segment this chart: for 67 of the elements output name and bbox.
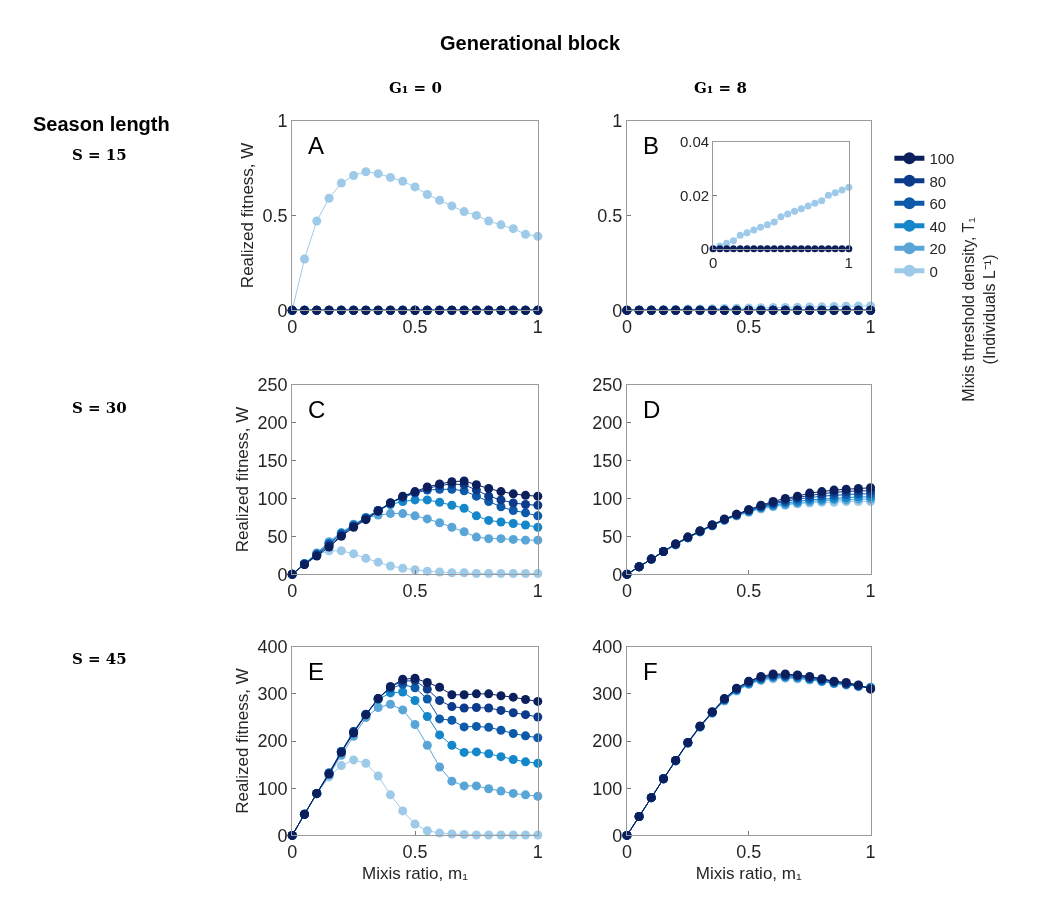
legend-label: 40	[929, 217, 947, 235]
legend-title: Mixis threshold density, T₁ (Individuals L⁻¹)	[959, 217, 998, 402]
text: S = 30	[72, 399, 127, 417]
y-tick-label: 0	[277, 300, 288, 321]
y-tick-label: 100	[592, 778, 623, 799]
y-tick-label: 0	[277, 825, 288, 846]
y-axis-title: Realized fitness, W	[238, 142, 258, 289]
x-tick-label: 1	[532, 842, 543, 863]
y-axis-title: Realized fitness, W	[233, 668, 253, 814]
y-tick-label: 0.5	[262, 205, 288, 226]
y-tick-label: 50	[602, 526, 623, 547]
y-tick-label: 150	[257, 450, 288, 471]
annotation: B	[643, 132, 660, 159]
y-tick-label: 250	[257, 374, 288, 395]
x-tick-label: 0.5	[402, 580, 428, 601]
chart-title: G₁ = 8	[694, 79, 747, 97]
annotation: E	[308, 658, 325, 685]
annotation: A	[308, 132, 325, 159]
legend-label: 60	[929, 195, 947, 213]
x-axis-title: Mixis ratio, m₁	[362, 864, 469, 884]
x-tick-label: 0.5	[402, 316, 428, 337]
y-tick-label: 0	[612, 300, 623, 321]
legend-label: 80	[929, 172, 947, 190]
y-tick-label: 0	[612, 564, 623, 585]
y-tick-label: 300	[592, 684, 623, 705]
x-tick-label: 1	[865, 842, 876, 863]
y-axis-title: Realized fitness, W	[233, 406, 253, 553]
y-tick-label: 200	[257, 731, 288, 752]
annotation: C	[308, 396, 326, 423]
y-tick-label: 100	[257, 488, 288, 509]
legend-label: 20	[929, 240, 947, 258]
y-tick-label: 0	[700, 239, 710, 257]
x-tick-label: 1	[865, 580, 876, 601]
x-tick-label: 1	[532, 580, 543, 601]
y-tick-label: 1	[277, 110, 288, 131]
x-tick-label: 0.5	[402, 842, 428, 863]
y-tick-label: 0.04	[679, 133, 710, 151]
legend-label: 100	[929, 150, 955, 168]
chart-title: G₁ = 0	[389, 79, 442, 97]
y-tick-label: 0	[277, 564, 288, 585]
annotation: F	[643, 658, 658, 685]
x-tick-label: 1	[865, 316, 876, 337]
x-tick-label: 1	[532, 316, 543, 337]
y-tick-label: 50	[267, 526, 288, 547]
x-tick-label: 0.5	[736, 580, 762, 601]
y-tick-label: 400	[257, 636, 288, 657]
text: S = 45	[72, 650, 127, 668]
y-tick-label: 100	[257, 778, 288, 799]
annotation: D	[643, 396, 661, 423]
y-tick-label: 200	[257, 412, 288, 433]
text: S = 15	[72, 146, 127, 164]
y-tick-label: 150	[592, 450, 623, 471]
y-tick-label: 0.5	[597, 205, 623, 226]
y-tick-label: 200	[592, 731, 623, 752]
y-tick-label: 0	[612, 825, 623, 846]
y-tick-label: 1	[612, 110, 623, 131]
y-tick-label: 200	[592, 412, 623, 433]
x-tick-label: 0.5	[736, 842, 762, 863]
y-tick-label: 250	[592, 374, 623, 395]
text: Generational block	[440, 32, 621, 54]
y-tick-label: 400	[592, 636, 623, 657]
y-tick-label: 300	[257, 684, 288, 705]
y-tick-label: 100	[592, 488, 623, 509]
x-axis-title: Mixis ratio, m₁	[695, 864, 802, 884]
text: Season length	[33, 113, 170, 135]
y-tick-label: 0.02	[679, 186, 710, 204]
x-tick-label: 0.5	[736, 316, 762, 337]
